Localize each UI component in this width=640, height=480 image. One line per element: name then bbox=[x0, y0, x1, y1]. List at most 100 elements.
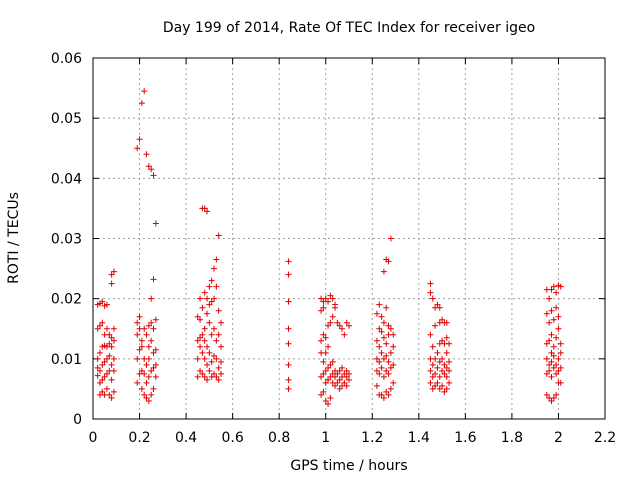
data-point bbox=[201, 289, 208, 296]
data-point bbox=[201, 373, 208, 380]
data-point bbox=[553, 334, 560, 341]
data-point bbox=[199, 331, 206, 338]
data-point bbox=[332, 301, 339, 308]
data-point bbox=[152, 373, 159, 380]
data-point bbox=[378, 391, 385, 398]
data-point bbox=[427, 289, 434, 296]
data-point bbox=[96, 322, 103, 329]
data-point bbox=[325, 322, 332, 329]
data-point bbox=[204, 310, 211, 317]
data-point bbox=[96, 379, 103, 386]
data-point bbox=[148, 166, 155, 173]
data-point bbox=[336, 367, 343, 374]
data-point bbox=[546, 295, 553, 302]
y-tick-label: 0.01 bbox=[51, 352, 82, 368]
data-point bbox=[380, 355, 387, 362]
data-point bbox=[378, 328, 385, 335]
data-point bbox=[141, 325, 148, 332]
data-point bbox=[336, 376, 343, 383]
data-point bbox=[385, 258, 392, 265]
data-point bbox=[211, 265, 218, 272]
data-point bbox=[336, 322, 343, 329]
data-point bbox=[439, 337, 446, 344]
data-point bbox=[101, 373, 108, 380]
data-point bbox=[208, 277, 215, 284]
data-point bbox=[383, 352, 390, 359]
data-point bbox=[376, 358, 383, 365]
data-point bbox=[103, 325, 110, 332]
data-point bbox=[332, 373, 339, 380]
data-point bbox=[218, 358, 224, 365]
data-point bbox=[145, 355, 152, 362]
data-point bbox=[439, 382, 446, 389]
data-point bbox=[553, 289, 560, 296]
data-point bbox=[380, 334, 387, 341]
data-point bbox=[376, 301, 383, 308]
data-point bbox=[108, 376, 115, 383]
data-point bbox=[443, 319, 450, 326]
x-tick-label: 0 bbox=[89, 430, 98, 446]
data-point bbox=[108, 343, 115, 350]
data-point bbox=[99, 361, 106, 368]
data-point bbox=[106, 391, 113, 398]
data-point bbox=[446, 358, 453, 365]
data-point bbox=[376, 343, 383, 350]
data-point bbox=[103, 370, 110, 377]
x-tick-label: 2 bbox=[554, 430, 563, 446]
data-point bbox=[432, 370, 439, 377]
data-point bbox=[94, 372, 101, 379]
data-point bbox=[94, 364, 101, 371]
data-point bbox=[199, 370, 206, 377]
data-point bbox=[218, 370, 224, 377]
data-point bbox=[211, 325, 218, 332]
data-point bbox=[436, 373, 443, 380]
data-point bbox=[443, 364, 450, 371]
data-point bbox=[329, 358, 336, 365]
x-tick-label: 1 bbox=[321, 430, 330, 446]
x-tick-label: 0.2 bbox=[128, 430, 150, 446]
data-point bbox=[194, 313, 201, 320]
data-point bbox=[108, 394, 115, 401]
data-point bbox=[134, 145, 141, 152]
data-point bbox=[285, 385, 292, 392]
data-point bbox=[373, 367, 380, 374]
data-point bbox=[134, 355, 141, 362]
data-point bbox=[285, 340, 292, 347]
data-point bbox=[285, 361, 292, 368]
data-point bbox=[555, 367, 562, 374]
data-point bbox=[434, 364, 441, 371]
data-point bbox=[553, 370, 560, 377]
data-point bbox=[94, 355, 101, 362]
data-point bbox=[385, 370, 392, 377]
data-point bbox=[380, 373, 387, 380]
data-point bbox=[215, 364, 222, 371]
data-point bbox=[110, 325, 117, 332]
data-point bbox=[285, 376, 292, 383]
data-point bbox=[327, 394, 334, 401]
data-point bbox=[96, 367, 103, 374]
data-point bbox=[204, 361, 211, 368]
data-point bbox=[148, 295, 155, 302]
data-point bbox=[327, 361, 334, 368]
data-point bbox=[213, 337, 220, 344]
data-point bbox=[99, 298, 106, 305]
data-point bbox=[201, 355, 208, 362]
data-point bbox=[543, 340, 550, 347]
data-point bbox=[441, 388, 448, 395]
data-point bbox=[152, 316, 159, 323]
data-point bbox=[555, 325, 562, 332]
data-point bbox=[211, 352, 218, 359]
data-point bbox=[387, 349, 394, 356]
data-point bbox=[550, 364, 557, 371]
data-point bbox=[427, 280, 434, 287]
data-point bbox=[136, 136, 143, 143]
data-point bbox=[439, 355, 446, 362]
data-point bbox=[148, 319, 155, 326]
data-point bbox=[206, 301, 213, 308]
data-point bbox=[548, 349, 555, 356]
data-point bbox=[320, 370, 327, 377]
data-point bbox=[213, 283, 220, 290]
data-point bbox=[110, 268, 117, 275]
data-point bbox=[380, 394, 387, 401]
data-point bbox=[108, 361, 115, 368]
